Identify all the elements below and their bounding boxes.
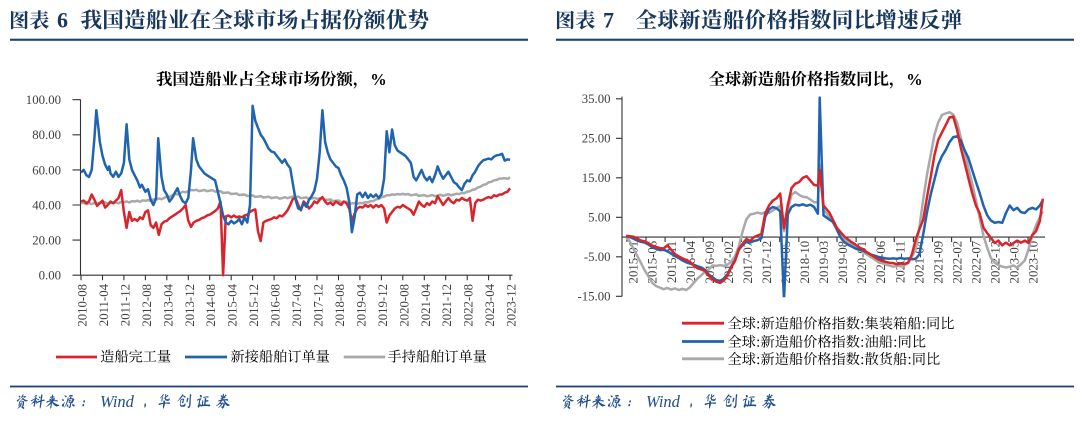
- svg-text:2021-09: 2021-09: [931, 241, 945, 284]
- svg-text:7: 7: [603, 8, 614, 33]
- svg-text:6: 6: [57, 8, 68, 33]
- svg-text:2021-04: 2021-04: [419, 283, 433, 326]
- svg-text:2021-12: 2021-12: [440, 284, 454, 327]
- svg-text:-15.00: -15.00: [577, 290, 610, 304]
- svg-text:2013-12: 2013-12: [183, 284, 197, 327]
- svg-text:2017-04: 2017-04: [290, 283, 304, 326]
- svg-text:2019-12: 2019-12: [376, 284, 390, 327]
- svg-text:60.00: 60.00: [32, 163, 61, 177]
- svg-text:40.00: 40.00: [32, 198, 61, 212]
- svg-text:2020-08: 2020-08: [397, 284, 411, 327]
- svg-text:%: %: [906, 70, 922, 89]
- svg-text:25.00: 25.00: [582, 132, 611, 146]
- svg-text:2019-04: 2019-04: [354, 283, 368, 326]
- svg-text:2017-12: 2017-12: [312, 284, 326, 327]
- svg-text:2016-08: 2016-08: [269, 284, 283, 327]
- svg-text:2023-10: 2023-10: [1027, 241, 1041, 284]
- svg-text:2011-12: 2011-12: [118, 284, 132, 326]
- svg-text:2020-11: 2020-11: [893, 241, 907, 283]
- svg-text:Wind: Wind: [100, 392, 135, 411]
- svg-text:2011-04: 2011-04: [97, 283, 111, 326]
- svg-text:2015-06: 2015-06: [646, 240, 660, 283]
- svg-text:100.00: 100.00: [26, 93, 61, 107]
- svg-text:0.00: 0.00: [39, 269, 61, 283]
- svg-text:2013-04: 2013-04: [161, 283, 175, 326]
- svg-text:2023-05: 2023-05: [1008, 241, 1022, 284]
- svg-text:2019-03: 2019-03: [817, 241, 831, 284]
- svg-text:2023-04: 2023-04: [483, 283, 497, 326]
- svg-text:2014-08: 2014-08: [204, 284, 218, 327]
- svg-text:2017-07: 2017-07: [741, 240, 755, 283]
- svg-text:15.00: 15.00: [582, 171, 611, 185]
- svg-text:2012-08: 2012-08: [140, 284, 154, 327]
- svg-text:2015-01: 2015-01: [627, 241, 641, 284]
- svg-text:Wind: Wind: [646, 392, 681, 411]
- svg-text:5.00: 5.00: [588, 211, 610, 225]
- svg-text:2010-08: 2010-08: [76, 284, 90, 327]
- svg-text:2023-12: 2023-12: [505, 284, 519, 327]
- svg-text:2015-12: 2015-12: [247, 284, 261, 327]
- svg-text:80.00: 80.00: [32, 128, 61, 142]
- svg-text:2018-08: 2018-08: [333, 284, 347, 327]
- svg-text:2018-10: 2018-10: [798, 241, 812, 284]
- svg-text:20.00: 20.00: [32, 234, 61, 248]
- svg-text:2022-08: 2022-08: [462, 284, 476, 327]
- svg-text:2015-04: 2015-04: [226, 283, 240, 326]
- svg-text:2019-08: 2019-08: [836, 241, 850, 284]
- svg-text:35.00: 35.00: [582, 92, 611, 106]
- svg-text:2017-12: 2017-12: [760, 241, 774, 284]
- svg-text:%: %: [370, 70, 386, 89]
- svg-text:2022-07: 2022-07: [969, 240, 983, 283]
- svg-text:-5.00: -5.00: [584, 250, 611, 264]
- svg-text:2022-02: 2022-02: [950, 241, 964, 284]
